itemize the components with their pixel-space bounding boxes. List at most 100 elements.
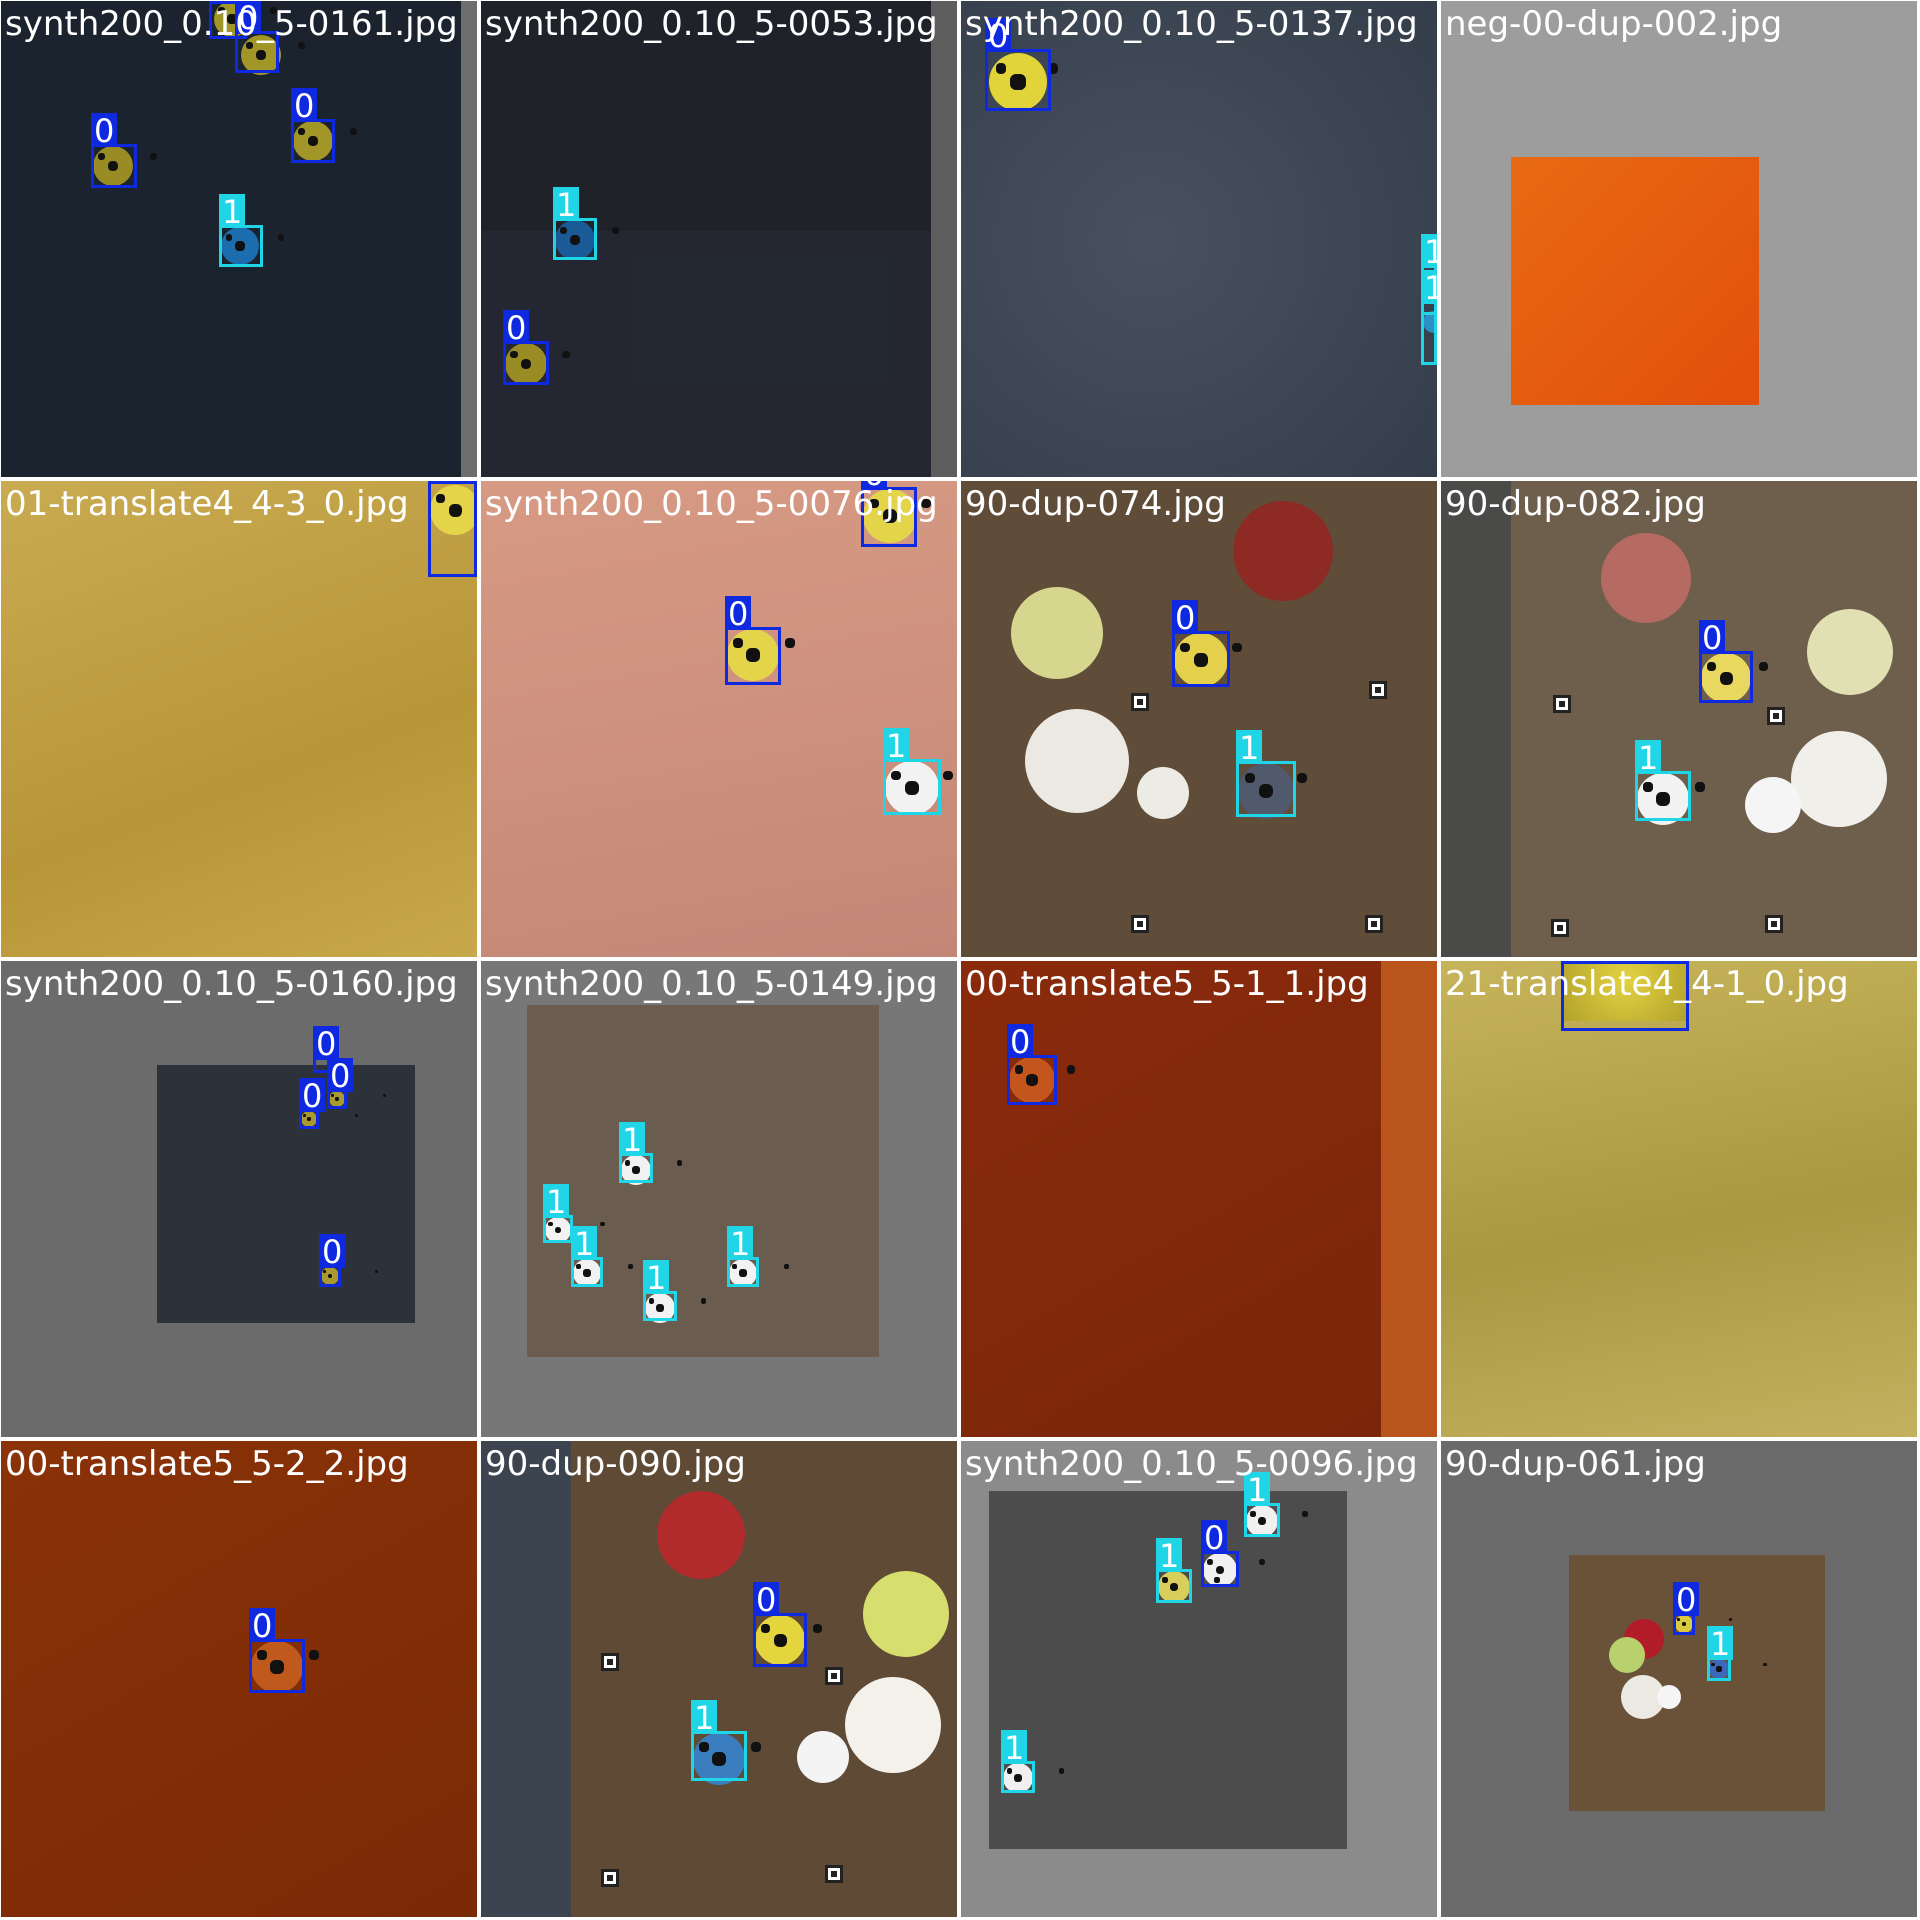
detection-box-class-0: 0 bbox=[327, 1058, 354, 1109]
soccer-ball bbox=[430, 485, 477, 535]
class-label: 1 bbox=[1001, 1730, 1028, 1764]
detection-box-class-0: 0 bbox=[428, 481, 477, 577]
detection-box-class-0: 0 bbox=[1699, 620, 1753, 703]
detection-box-class-0: 0 bbox=[291, 88, 335, 163]
ball bbox=[1745, 777, 1801, 833]
fiducial-marker bbox=[1131, 693, 1149, 711]
fiducial-marker bbox=[1365, 915, 1383, 933]
class-label: 1 bbox=[1707, 1626, 1734, 1660]
class-label: 0 bbox=[1172, 600, 1199, 634]
tile-filename: 21-translate4_4-1_0.jpg bbox=[1445, 964, 1849, 1004]
detection-box-class-1: 1 bbox=[643, 1260, 677, 1321]
class-label: 1 bbox=[553, 187, 580, 221]
detection-box-class-0: 0 bbox=[299, 1078, 326, 1129]
tile-filename: 00-translate5_5-1_1.jpg bbox=[965, 964, 1369, 1004]
tile-filename: synth200_0.10_5-0149.jpg bbox=[485, 964, 938, 1004]
image-tile: 1 0 1 1 synth200_0.10_5-0096.jpg bbox=[961, 1441, 1437, 1917]
detection-box-class-1: 1 bbox=[883, 728, 941, 815]
fiducial-marker bbox=[1551, 919, 1569, 937]
soccer-ball bbox=[1637, 773, 1689, 825]
class-label: 0 bbox=[428, 481, 455, 484]
soccer-ball bbox=[1009, 1057, 1055, 1103]
image-tile: 0 01-translate4_4-3_0.jpg bbox=[1, 481, 477, 957]
tile-filename: synth200_0.10_5-0161.jpg bbox=[5, 4, 458, 44]
detection-box-class-1: 1 bbox=[691, 1700, 747, 1781]
detection-box-class-0: 0 bbox=[1172, 600, 1230, 687]
detection-box-class-0: 0 bbox=[1201, 1520, 1239, 1587]
tile-filename: neg-00-dup-002.jpg bbox=[1445, 4, 1783, 44]
detection-box-class-0: 0 bbox=[985, 18, 1051, 111]
class-label: 1 bbox=[1635, 740, 1662, 774]
soccer-ball bbox=[729, 1259, 757, 1287]
class-label: 1 bbox=[219, 194, 246, 228]
fiducial-marker bbox=[1553, 695, 1571, 713]
image-tile: 0 00-translate5_5-2_2.jpg bbox=[1, 1441, 477, 1917]
class-label: 0 bbox=[1699, 620, 1726, 654]
class-label: 1 bbox=[883, 728, 910, 762]
fiducial-marker bbox=[825, 1667, 843, 1685]
soccer-ball bbox=[755, 1615, 805, 1665]
ball-partial bbox=[1561, 961, 1689, 1021]
image-tile: 1 0 synth200_0.10_5-0053.jpg bbox=[481, 1, 957, 477]
fiducial-marker bbox=[601, 1869, 619, 1887]
detection-box-class-1: 1 bbox=[1635, 740, 1691, 821]
inner-image bbox=[157, 1065, 415, 1323]
detection-box-class-1: 1 bbox=[1421, 270, 1437, 365]
detection-box-class-0: 0 bbox=[725, 596, 781, 685]
ball bbox=[1137, 767, 1189, 819]
ball bbox=[1807, 609, 1893, 695]
image-tile: 0 1 90-dup-082.jpg bbox=[1441, 481, 1917, 957]
tile-filename: 90-dup-061.jpg bbox=[1445, 1444, 1706, 1484]
fiducial-marker bbox=[1765, 915, 1783, 933]
soccer-ball bbox=[1709, 1659, 1729, 1679]
class-label: 1 bbox=[643, 1260, 670, 1294]
detection-box-class-1: 1 bbox=[219, 194, 263, 267]
detection-box-class-1: 1 bbox=[553, 187, 597, 260]
soccer-ball bbox=[241, 35, 281, 75]
detection-box-class-0: 0 bbox=[1561, 961, 1689, 1031]
tile-filename: synth200_0.10_5-0096.jpg bbox=[965, 1444, 1418, 1484]
detection-box-class-0: 0 bbox=[1007, 1024, 1057, 1105]
class-label: 1 bbox=[1421, 234, 1437, 268]
class-label: 0 bbox=[985, 18, 1012, 52]
class-label: 0 bbox=[235, 1, 262, 34]
ball bbox=[1011, 587, 1103, 679]
detection-box-class-0: 0 bbox=[503, 310, 549, 385]
detection-box-class-0: 0 bbox=[319, 1234, 346, 1287]
fiducial-marker bbox=[1767, 707, 1785, 725]
detection-box-class-0: 0 bbox=[249, 1608, 305, 1693]
image-tile: 0 1 90-dup-061.jpg bbox=[1441, 1441, 1917, 1917]
class-label: 0 bbox=[1561, 961, 1588, 964]
soccer-ball bbox=[727, 629, 779, 681]
detection-box-class-1: 1 bbox=[727, 1226, 759, 1287]
class-label: 0 bbox=[725, 596, 752, 630]
detection-box-class-0: 0 bbox=[861, 481, 917, 547]
tile-filename: 00-translate5_5-2_2.jpg bbox=[5, 1444, 409, 1484]
class-label: 0 bbox=[1007, 1024, 1034, 1058]
class-label: 1 bbox=[1236, 730, 1263, 764]
soccer-ball bbox=[293, 121, 333, 161]
class-label: 1 bbox=[1244, 1472, 1271, 1506]
tile-filename: synth200_0.10_5-0076.jpg bbox=[485, 484, 938, 524]
inner-image bbox=[527, 1005, 879, 1357]
soccer-ball bbox=[573, 1259, 601, 1287]
class-label: 0 bbox=[299, 1078, 326, 1112]
fiducial-marker bbox=[601, 1653, 619, 1671]
wood-edge bbox=[1381, 961, 1437, 1437]
detection-box-class-1: 1 bbox=[619, 1122, 653, 1183]
soccer-ball bbox=[93, 146, 133, 186]
ball bbox=[1609, 1637, 1645, 1673]
detection-box-class-1: 1 bbox=[1707, 1626, 1734, 1681]
detection-box-class-1: 1 bbox=[1244, 1472, 1280, 1537]
soccer-ball bbox=[989, 53, 1047, 111]
soccer-ball bbox=[1701, 653, 1751, 703]
image-tile: 0 0 1 synth200_0.10_5-0076.jpg bbox=[481, 481, 957, 957]
detection-box-class-1: 1 bbox=[1156, 1538, 1192, 1603]
image-tile: 021-translate4_4-1_0.jpg bbox=[1441, 961, 1917, 1437]
soccer-ball bbox=[1203, 1553, 1237, 1587]
ball bbox=[1601, 533, 1691, 623]
class-label: 0 bbox=[319, 1234, 346, 1268]
soccer-ball bbox=[301, 1111, 317, 1127]
tile-filename: synth200_0.10_5-0053.jpg bbox=[485, 4, 938, 44]
orange-patch bbox=[1511, 157, 1759, 405]
